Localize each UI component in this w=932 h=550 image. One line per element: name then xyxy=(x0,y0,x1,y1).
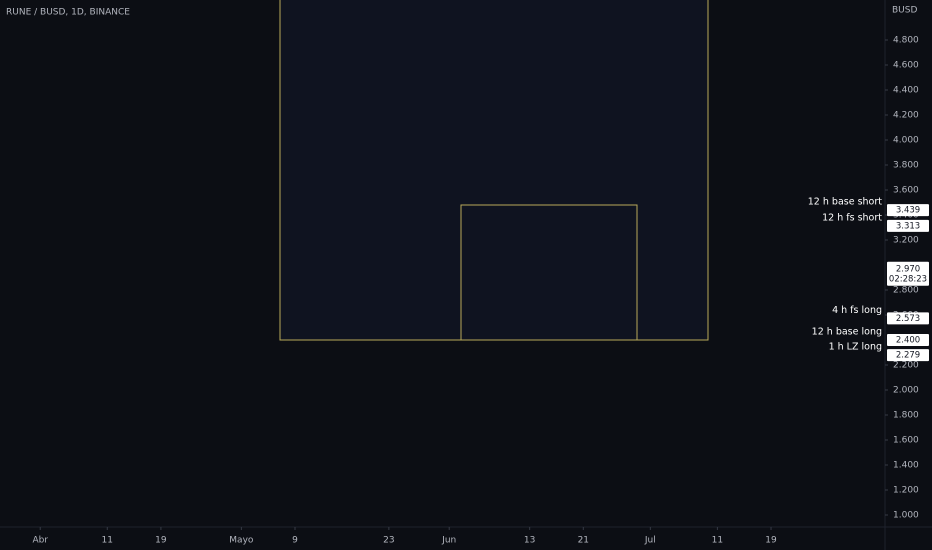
level-name: 12 h base long xyxy=(812,327,882,338)
x-tick-label: 11 xyxy=(712,536,723,546)
x-tick-label: 19 xyxy=(155,536,167,546)
zone-box xyxy=(279,0,709,341)
level-price-box xyxy=(887,334,929,346)
x-tick-label: 11 xyxy=(102,536,113,546)
x-tick-label: 9 xyxy=(292,536,298,546)
x-tick-label: 13 xyxy=(524,536,535,546)
x-tick-label: Jun xyxy=(441,536,456,546)
y-tick-label: 2.000 xyxy=(893,386,919,396)
level-name: 12 h fs short xyxy=(822,212,882,223)
level-price-label: 3.439 xyxy=(896,206,920,216)
countdown: 02:28:23 xyxy=(889,274,927,284)
y-tick-label: 3.600 xyxy=(893,186,919,196)
x-tick-label: 21 xyxy=(578,536,589,546)
zone-box xyxy=(460,204,638,341)
x-tick-label: 19 xyxy=(765,536,777,546)
y-tick-label: 4.200 xyxy=(893,111,919,121)
y-tick-label: 4.000 xyxy=(893,136,919,146)
level-name: 4 h fs long xyxy=(832,305,882,316)
x-tick-label: Mayo xyxy=(229,536,254,546)
last-price-box xyxy=(887,261,929,286)
y-tick-label: 4.400 xyxy=(893,86,919,96)
x-tick-label: 23 xyxy=(383,536,394,546)
axis-unit: BUSD xyxy=(892,6,917,16)
y-tick-label: 1.200 xyxy=(893,486,919,496)
y-tick-label: 2.200 xyxy=(893,361,919,371)
level-name: 12 h base short xyxy=(808,197,883,208)
y-tick-label: 3.200 xyxy=(893,236,919,246)
y-tick-label: 1.800 xyxy=(893,411,919,421)
x-tick-label: Jul xyxy=(644,536,656,546)
level-price-label: 2.279 xyxy=(896,351,920,361)
level-price-label: 2.400 xyxy=(896,336,920,346)
level-price-box xyxy=(887,219,929,232)
level-price-label: 3.313 xyxy=(896,221,920,231)
x-tick-label: Abr xyxy=(32,536,48,546)
level-price-box xyxy=(887,349,929,362)
level-price-box xyxy=(887,204,929,217)
y-tick-label: 3.800 xyxy=(893,161,919,171)
y-tick-label: 2.800 xyxy=(893,286,919,296)
level-price-label: 2.573 xyxy=(896,314,920,324)
y-tick-label: 1.600 xyxy=(893,436,919,446)
y-tick-label: 1.400 xyxy=(893,461,919,471)
y-tick-label: 1.000 xyxy=(893,511,919,521)
last-price-label: 2.970 xyxy=(896,264,920,274)
y-tick-label: 4.800 xyxy=(893,36,919,46)
y-tick-label: 4.600 xyxy=(893,61,919,71)
symbol-title: RUNE / BUSD, 1D, BINANCE xyxy=(6,8,130,18)
level-price-box xyxy=(887,312,929,325)
level-name: 1 h LZ long xyxy=(829,342,882,353)
